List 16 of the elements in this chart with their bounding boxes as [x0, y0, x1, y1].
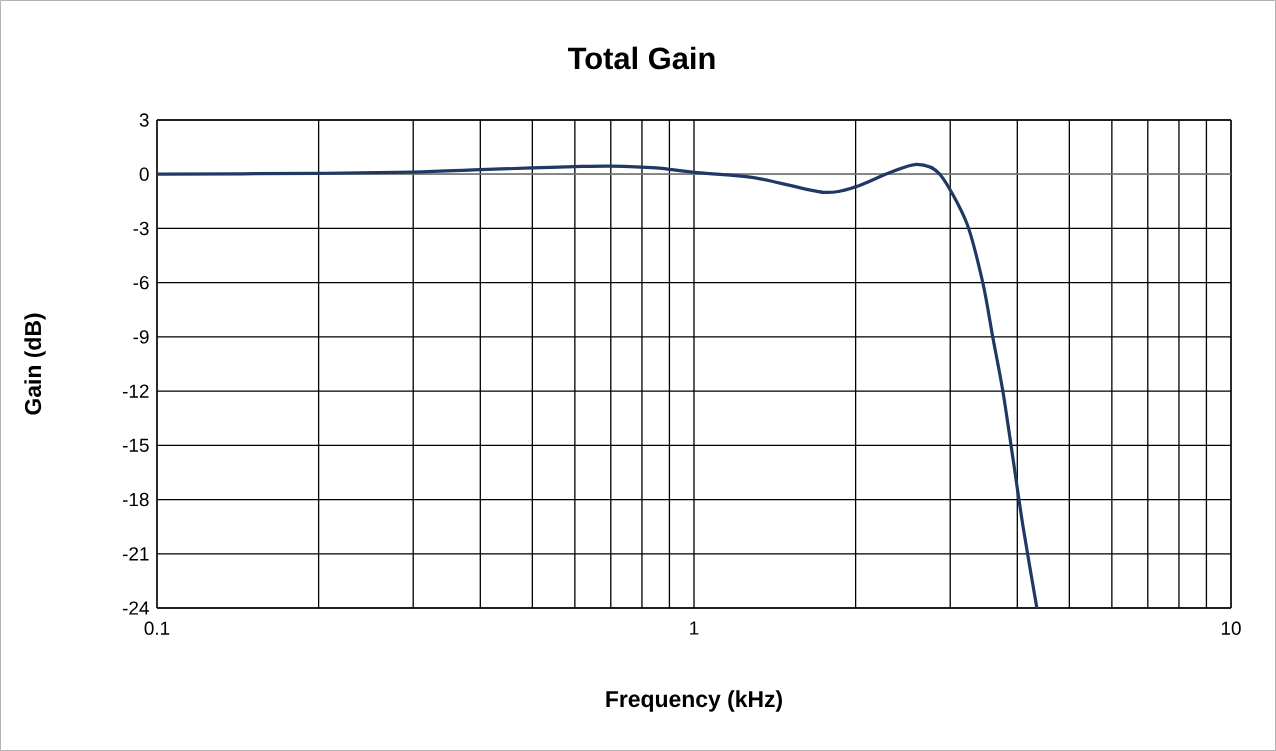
y-tick-label: -18	[122, 492, 149, 507]
y-tick-label: -12	[122, 384, 149, 398]
y-tick-label: -9	[133, 330, 149, 344]
chart-title: Total Gain	[568, 46, 715, 70]
x-tick-label: 1	[690, 621, 699, 635]
x-tick-label: 10	[1221, 621, 1241, 635]
y-tick-label: 3	[139, 113, 149, 127]
x-tick-label: 0.1	[144, 621, 170, 635]
y-tick-label: -3	[133, 221, 149, 236]
y-tick-label: 0	[139, 167, 149, 181]
y-tick-label: -15	[122, 438, 149, 452]
y-tick-label: -6	[133, 275, 149, 290]
y-tick-label: -21	[122, 547, 149, 561]
y-tick-label: -24	[122, 601, 149, 615]
y-axis-title: Gain (dB)	[24, 313, 46, 415]
x-axis-title: Frequency (kHz)	[606, 690, 782, 712]
